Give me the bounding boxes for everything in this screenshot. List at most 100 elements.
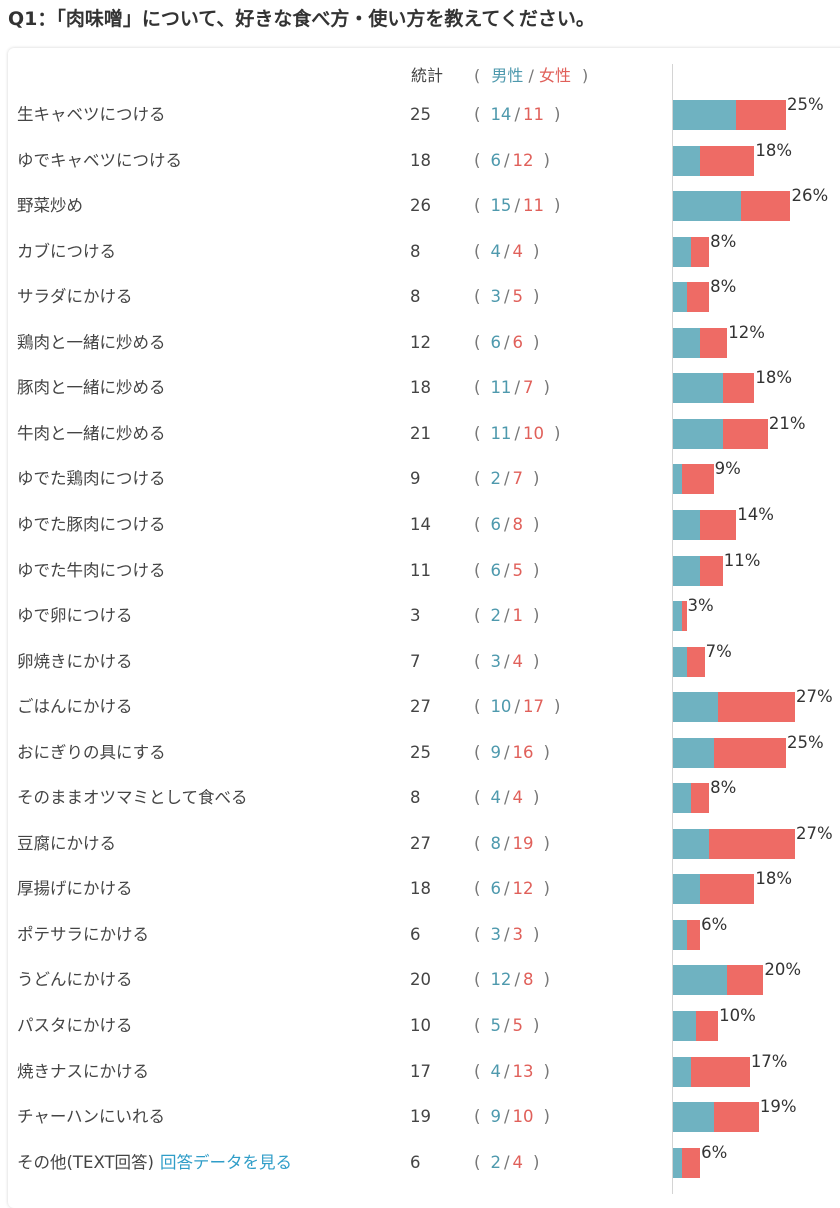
question-title: Q1：「肉味噌」について、好きな食べ方・使い方を教えてください。: [8, 8, 595, 30]
male-count: 6: [490, 150, 501, 170]
bar-axis-line: [672, 64, 673, 1194]
percent-label: 6%: [701, 914, 728, 934]
total-count: 19: [410, 1107, 431, 1127]
gender-split: (11/10): [474, 412, 560, 456]
result-row: その他(TEXT回答) 回答データを見る 6 (2/4) 6%: [0, 1141, 840, 1185]
result-row: 卵焼きにかける 7 (3/4) 7%: [0, 640, 840, 684]
gender-split: (15/11): [474, 184, 560, 228]
category-text: 鶏肉と一緒に炒める: [17, 332, 166, 352]
slash: /: [503, 651, 510, 671]
female-count: 11: [523, 196, 544, 216]
slash: /: [503, 1016, 510, 1035]
male-bar: [673, 373, 723, 404]
gender-split: (9/16): [474, 731, 550, 775]
close-paren: ): [554, 196, 561, 216]
male-bar: [673, 919, 687, 950]
total-count: 8: [410, 287, 421, 307]
male-bar: [673, 737, 714, 768]
view-answers-link[interactable]: 回答データを見る: [159, 1152, 292, 1172]
category-text: 牛肉と一緒に炒める: [17, 423, 166, 443]
male-count: 4: [490, 1061, 501, 1081]
male-count: 2: [490, 1152, 501, 1172]
open-paren: (: [474, 788, 481, 808]
female-count: 1: [512, 606, 524, 626]
slash: /: [503, 1061, 510, 1081]
slash: /: [503, 742, 510, 762]
category-text: ゆで卵につける: [17, 606, 133, 626]
close-paren: ): [533, 514, 540, 534]
result-row: ゆで卵につける 3 (2/1) 3%: [0, 594, 840, 638]
gender-split: (3/3): [474, 913, 539, 957]
gender-split: (3/4): [474, 640, 539, 684]
female-bar: [686, 282, 710, 313]
female-bar: [700, 327, 728, 358]
category-label: おにぎりの具にする: [17, 731, 166, 775]
total-count: 7: [410, 651, 421, 671]
total-count: 6: [410, 1152, 421, 1172]
male-count: 12: [490, 970, 512, 990]
result-row: ごはんにかける 27 (10/17) 27%: [0, 685, 840, 729]
female-count: 8: [512, 514, 524, 534]
category-text: ゆでキャベツにつける: [17, 150, 182, 170]
category-text: おにぎりの具にする: [17, 742, 166, 762]
category-label: ゆで卵につける: [17, 594, 133, 638]
total-count: 18: [410, 378, 431, 398]
result-row: 豚肉と一緒に炒める 18 (11/7) 18%: [0, 366, 840, 410]
gender-split: (8/19): [474, 822, 550, 866]
gender-split: (5/5): [474, 1004, 539, 1048]
gender-split: (14/11): [474, 93, 560, 137]
category-label: 厚揚げにかける: [17, 867, 133, 911]
male-bar: [673, 1011, 696, 1041]
male-count: 4: [490, 241, 501, 261]
result-row: そのままオツマミとして食べる 8 (4/4) 8%: [0, 776, 840, 820]
category-label: ポテサラにかける: [17, 913, 149, 957]
result-row: 焼きナスにかける 17 (4/13) 17%: [0, 1050, 840, 1094]
open-paren: (: [474, 924, 481, 944]
male-bar: [673, 464, 683, 495]
male-bar: [673, 1056, 692, 1087]
close-paren: ): [533, 606, 540, 626]
percent-label: 27%: [796, 823, 833, 843]
slash: /: [503, 1152, 510, 1172]
female-bar: [686, 646, 705, 677]
result-row: 鶏肉と一緒に炒める 12 (6/6) 12%: [0, 321, 840, 365]
category-label: 野菜炒め: [17, 184, 83, 228]
category-label: ゆでキャベツにつける: [17, 139, 182, 183]
close-paren: ): [554, 105, 561, 124]
gender-split: (3/5): [474, 275, 539, 319]
category-text: 生キャベツにつける: [17, 105, 166, 124]
male-count: 6: [490, 514, 501, 534]
close-paren: ): [533, 469, 540, 489]
category-text: ゆでた牛肉につける: [17, 560, 166, 580]
female-count: 3: [512, 924, 524, 944]
male-count: 15: [490, 196, 512, 216]
gender-split: (4/13): [474, 1050, 550, 1094]
open-paren: (: [474, 332, 481, 352]
percent-label: 25%: [786, 95, 824, 114]
total-count: 12: [410, 332, 431, 352]
close-paren: ): [533, 1016, 540, 1035]
category-text: ゆでた豚肉につける: [17, 514, 166, 534]
slash: /: [514, 970, 520, 990]
open-paren: (: [474, 697, 481, 717]
male-bar: [673, 509, 701, 540]
female-count: 7: [512, 469, 524, 489]
slash: /: [528, 66, 534, 85]
category-text: パスタにかける: [17, 1016, 133, 1035]
male-bar: [673, 327, 701, 358]
slash: /: [503, 833, 510, 853]
percent-label: 7%: [705, 641, 732, 661]
category-label: そのままオツマミとして食べる: [17, 776, 248, 820]
female-count: 19: [512, 833, 534, 853]
open-paren: (: [474, 469, 481, 489]
percent-label: 20%: [764, 960, 802, 980]
result-row: 牛肉と一緒に炒める 21 (11/10) 21%: [0, 412, 840, 456]
male-bar: [673, 555, 701, 586]
total-count: 8: [410, 241, 421, 261]
male-bar: [673, 100, 737, 130]
male-bar: [673, 1102, 714, 1133]
category-label: その他(TEXT回答) 回答データを見る: [17, 1141, 292, 1185]
male-count: 5: [490, 1016, 501, 1035]
female-bar: [682, 1147, 701, 1178]
gender-split: (2/7): [474, 457, 539, 501]
